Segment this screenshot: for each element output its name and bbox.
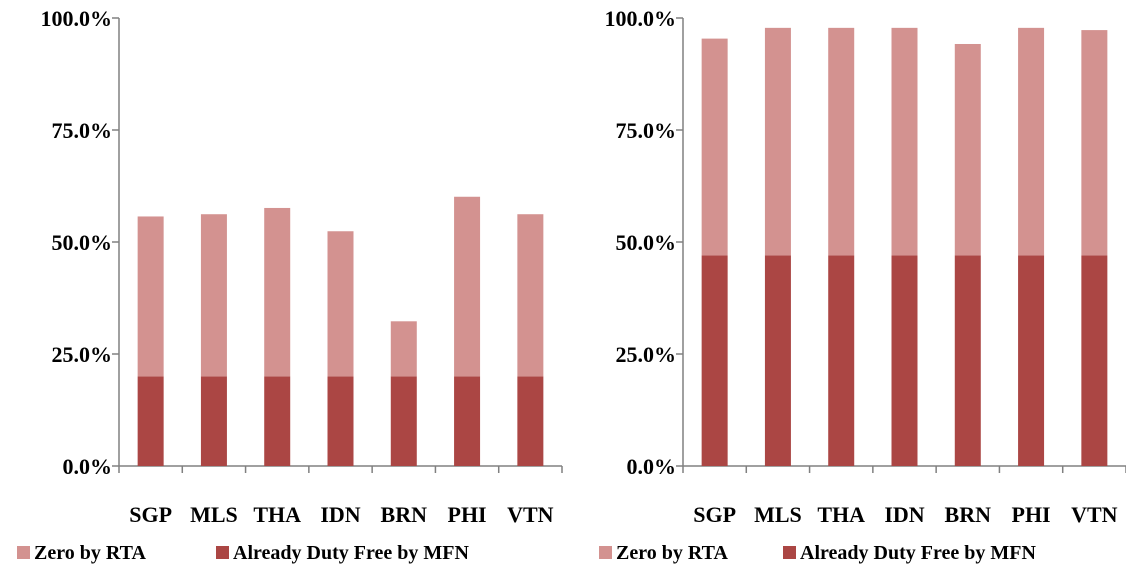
right-x-category-label: VTN — [1071, 502, 1118, 527]
right-x-category-label: PHI — [1012, 502, 1051, 527]
right-y-ticks: 0.0% 25.0% 50.0% 75.0% 100.0% — [605, 6, 683, 479]
left-legend-label-already-duty-free: Already Duty Free by MFN — [233, 542, 469, 564]
left-legend-swatch-zero-by-rta — [17, 546, 30, 559]
right-y-tick-label: 100.0% — [605, 6, 677, 31]
left-bar-already-duty-free-idn — [327, 376, 354, 466]
right-legend-swatch-already-duty-free — [783, 546, 796, 559]
left-y-tick-label: 50.0% — [52, 230, 113, 255]
left-legend-swatch-already-duty-free — [216, 546, 229, 559]
right-chart: 0.0% 25.0% 50.0% 75.0% 100.0% SGP MLS THA IDN BR… — [599, 6, 1126, 564]
left-bar-already-duty-free-phi — [454, 376, 481, 466]
right-bar-zero-by-rta-idn — [891, 27, 918, 256]
right-legend-label-already-duty-free: Already Duty Free by MFN — [800, 542, 1036, 564]
right-bar-zero-by-rta-phi — [1018, 27, 1045, 256]
right-y-tick-label: 75.0% — [616, 118, 677, 143]
left-bar-zero-by-rta-idn — [327, 231, 354, 377]
right-legend-label-zero-by-rta: Zero by RTA — [616, 542, 728, 564]
right-bar-zero-by-rta-tha — [828, 27, 855, 256]
right-x-category-label: BRN — [945, 502, 992, 527]
right-bar-zero-by-rta-mls — [764, 27, 791, 256]
right-y-tick-label: 50.0% — [616, 230, 677, 255]
left-y-tick-label: 75.0% — [52, 118, 113, 143]
right-x-category-label: MLS — [754, 502, 802, 527]
right-bar-zero-by-rta-sgp — [701, 38, 728, 256]
right-bar-already-duty-free-phi — [1018, 255, 1045, 466]
left-bar-zero-by-rta-phi — [454, 196, 481, 377]
left-bar-already-duty-free-tha — [264, 376, 291, 466]
left-x-category-label: BRN — [381, 502, 428, 527]
right-y-tick-label: 25.0% — [616, 342, 677, 367]
right-y-tick-label: 0.0% — [627, 454, 677, 479]
right-bar-already-duty-free-brn — [954, 255, 981, 466]
left-x-category-label: IDN — [320, 502, 360, 527]
left-x-category-label: THA — [253, 502, 301, 527]
left-legend-label-zero-by-rta: Zero by RTA — [34, 542, 146, 564]
right-legend-swatch-zero-by-rta — [599, 546, 612, 559]
right-bar-zero-by-rta-brn — [954, 43, 981, 256]
left-x-category-label: MLS — [190, 502, 238, 527]
right-legend: Zero by RTA Already Duty Free by MFN — [599, 542, 1036, 564]
left-bar-already-duty-free-vtn — [517, 376, 544, 466]
left-y-tick-label: 25.0% — [52, 342, 113, 367]
left-x-category-label: PHI — [448, 502, 487, 527]
right-x-category-label: THA — [817, 502, 865, 527]
left-x-category-label: VTN — [507, 502, 554, 527]
right-bar-already-duty-free-idn — [891, 255, 918, 466]
right-bar-already-duty-free-vtn — [1081, 255, 1108, 466]
left-bar-zero-by-rta-brn — [390, 321, 417, 377]
left-chart: 0.0% 25.0% 50.0% 75.0% 100.0% SGP MLS THA IDN BR… — [17, 6, 563, 564]
right-x-category-label: SGP — [693, 502, 736, 527]
left-bar-already-duty-free-brn — [390, 376, 417, 466]
right-x-ticks: SGP MLS THA IDN BRN PHI VTN — [682, 466, 1126, 527]
right-bar-already-duty-free-mls — [764, 255, 791, 466]
right-x-category-label: IDN — [884, 502, 924, 527]
left-y-ticks: 0.0% 25.0% 50.0% 75.0% 100.0% — [41, 6, 119, 479]
left-legend: Zero by RTA Already Duty Free by MFN — [17, 542, 469, 564]
right-bars — [701, 27, 1108, 466]
right-bar-zero-by-rta-vtn — [1081, 30, 1108, 256]
left-y-tick-label: 0.0% — [63, 454, 113, 479]
left-bar-zero-by-rta-tha — [264, 207, 291, 377]
left-x-category-label: SGP — [129, 502, 172, 527]
left-bar-already-duty-free-sgp — [137, 376, 164, 466]
right-bar-already-duty-free-sgp — [701, 255, 728, 466]
left-x-ticks: SGP MLS THA IDN BRN PHI VTN — [118, 466, 563, 527]
right-bar-already-duty-free-tha — [828, 255, 855, 466]
left-bar-already-duty-free-mls — [200, 376, 227, 466]
left-bars — [137, 196, 544, 466]
left-bar-zero-by-rta-mls — [200, 214, 227, 377]
left-bar-zero-by-rta-sgp — [137, 216, 164, 377]
left-bar-zero-by-rta-vtn — [517, 214, 544, 377]
left-y-tick-label: 100.0% — [41, 6, 113, 31]
